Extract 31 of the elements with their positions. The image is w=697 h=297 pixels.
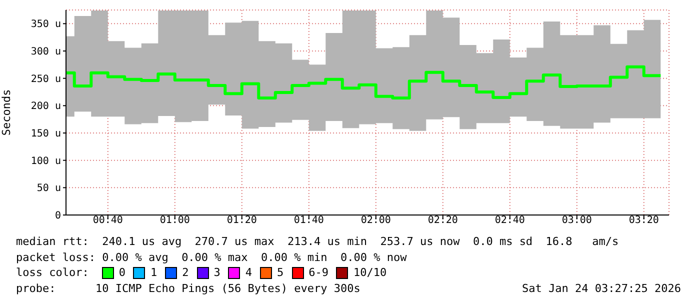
x-tick-label: 01:40 <box>294 215 324 226</box>
y-tick-label: 200 u <box>30 101 61 112</box>
text: 1 <box>150 265 158 280</box>
text: 3 <box>214 265 220 280</box>
text: Sat Jan 24 03:27:25 2026 <box>522 280 681 296</box>
x-tick-label: 02:00 <box>360 215 391 226</box>
text: 6-9 <box>308 265 328 280</box>
text: probe: 10 ICMP Echo Pings (56 Bytes) every 300s <box>16 280 360 296</box>
text: 2 <box>182 265 189 280</box>
y-tick-label: 350 u <box>30 19 61 30</box>
text: 5 <box>276 265 284 280</box>
x-tick-label: 00:40 <box>92 215 123 226</box>
y-tick-label: 100 u <box>30 156 61 167</box>
text: loss color: <box>16 265 89 280</box>
y-axis-title: Seconds <box>0 89 13 136</box>
x-tick-label: 01:20 <box>226 215 257 226</box>
text: 4 <box>245 265 252 280</box>
text: median rtt: 240.1 us avg 270.7 us max 213.4 us min 253.7 us now 0.0 ms sd 16.8 am/s <box>16 234 620 250</box>
x-tick-label: 01:00 <box>160 215 190 226</box>
text: 0 <box>118 265 126 280</box>
text: packet loss: 0.00 % avg 0.00 % max 0.00 % min 0.00 % now <box>16 250 408 265</box>
x-tick-label: 02:40 <box>494 215 525 226</box>
y-tick-label: 50 u <box>36 183 61 194</box>
x-tick-label: 02:20 <box>428 215 458 226</box>
y-tick-label: 150 u <box>30 128 61 140</box>
y-tick-label: 300 u <box>30 46 61 58</box>
x-tick-label: 03:20 <box>628 215 659 226</box>
text: 10/10 <box>353 265 387 280</box>
y-tick-label: 0 <box>54 210 61 222</box>
x-tick-label: 03:00 <box>562 215 592 226</box>
y-tick-label: 250 u <box>30 74 61 85</box>
